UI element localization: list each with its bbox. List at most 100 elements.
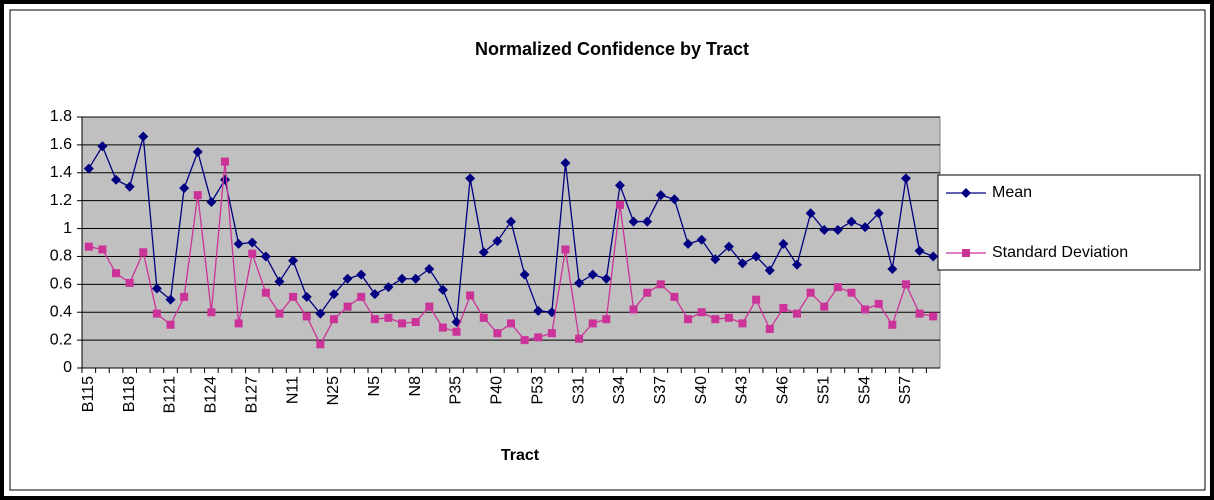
point	[247, 237, 258, 248]
plot-area	[81, 116, 941, 369]
x-tick-label: S37	[652, 376, 669, 405]
point	[424, 263, 435, 274]
point	[411, 317, 420, 326]
point	[179, 183, 190, 194]
point	[397, 273, 408, 284]
point	[125, 278, 134, 287]
y-tick-label: 1.8	[50, 108, 72, 125]
point	[425, 302, 434, 311]
y-tick-label: 0	[63, 359, 72, 376]
legend-box	[937, 174, 1201, 271]
point	[575, 334, 584, 343]
point	[506, 216, 516, 227]
point	[601, 273, 612, 284]
point	[180, 292, 189, 301]
x-tick-label: B124	[203, 376, 220, 413]
point	[533, 305, 544, 316]
point	[587, 269, 598, 280]
point	[793, 309, 801, 318]
x-tick-label: N8	[407, 376, 424, 397]
x-tick-label: S54	[856, 376, 873, 405]
point	[873, 208, 884, 219]
legend-label: Standard Deviation	[992, 244, 1128, 261]
point	[83, 163, 94, 174]
point	[207, 308, 216, 317]
x-tick-label: N11	[284, 376, 301, 404]
point	[343, 302, 352, 311]
point	[288, 255, 299, 266]
point	[98, 245, 107, 254]
point	[507, 319, 515, 328]
x-axis-label: Tract	[501, 447, 540, 464]
point	[369, 289, 380, 300]
point	[832, 224, 843, 235]
point	[493, 329, 502, 338]
point	[751, 251, 762, 262]
point	[962, 249, 970, 257]
point	[139, 248, 148, 257]
point	[384, 313, 393, 322]
point	[478, 247, 489, 258]
x-tick-label: S51	[815, 376, 832, 405]
point	[301, 291, 312, 302]
point	[752, 295, 761, 304]
point	[410, 273, 421, 284]
point	[656, 280, 665, 289]
x-tick-label: N5	[366, 376, 383, 397]
point	[738, 319, 747, 328]
point	[778, 238, 789, 249]
point	[261, 288, 270, 297]
point	[289, 292, 298, 301]
point	[221, 157, 229, 166]
point	[588, 319, 597, 328]
point	[193, 191, 202, 200]
point	[874, 299, 883, 308]
point	[643, 288, 652, 297]
point	[437, 284, 448, 295]
x-tick-label: S31	[570, 376, 587, 405]
point	[574, 277, 585, 288]
y-tick-label: 0.4	[50, 303, 72, 320]
y-tick-label: 1.4	[50, 164, 72, 181]
point	[683, 238, 694, 249]
point	[806, 288, 815, 297]
point	[316, 340, 325, 349]
point	[329, 315, 338, 324]
point	[370, 315, 379, 324]
y-tick-label: 1.2	[50, 192, 72, 209]
x-tick-label: B127	[243, 376, 260, 413]
point	[97, 141, 108, 152]
x-tick-label: S43	[734, 376, 751, 405]
point	[560, 158, 571, 169]
point	[165, 294, 176, 305]
point	[914, 245, 925, 256]
point	[234, 319, 243, 328]
point	[628, 216, 639, 227]
point	[860, 222, 871, 233]
y-tick-label: 0.8	[50, 248, 72, 265]
point	[820, 302, 829, 311]
point	[928, 251, 939, 262]
point	[684, 315, 693, 324]
point	[847, 288, 856, 297]
point	[629, 305, 638, 314]
point	[356, 269, 367, 280]
point	[398, 319, 407, 328]
y-tick-label: 0.2	[50, 331, 72, 348]
point	[697, 308, 706, 317]
point	[233, 238, 244, 249]
point	[138, 131, 149, 142]
x-tick-label: S40	[693, 376, 710, 405]
point	[492, 236, 503, 247]
point	[111, 174, 122, 185]
point	[710, 254, 721, 265]
point	[765, 324, 774, 333]
point	[151, 283, 162, 294]
point	[900, 173, 911, 184]
point	[248, 249, 257, 258]
x-tick-label: B121	[162, 376, 179, 413]
point	[275, 309, 284, 318]
point	[642, 216, 653, 227]
point	[655, 190, 666, 201]
